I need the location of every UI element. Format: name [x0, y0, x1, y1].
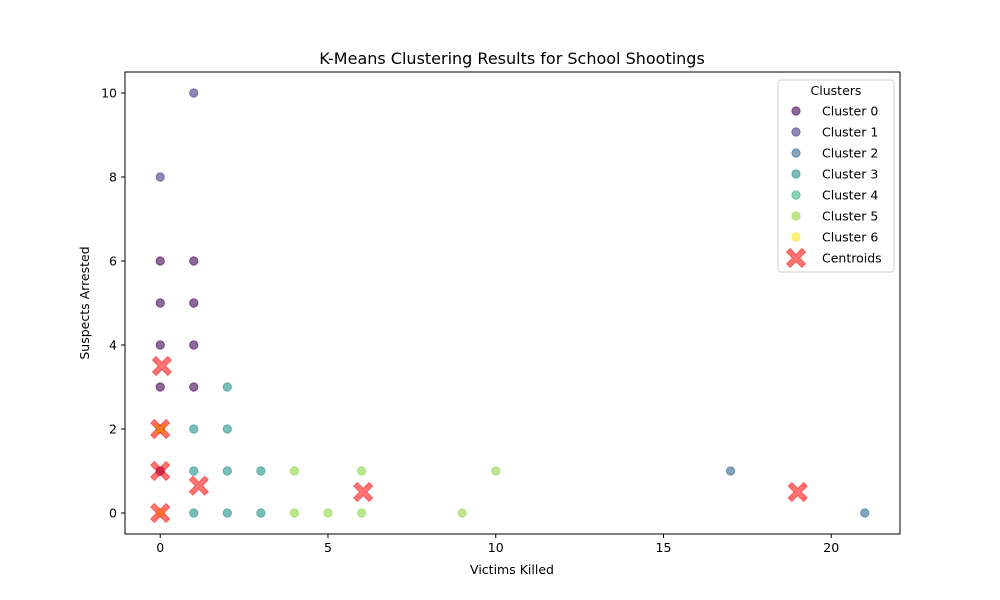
- data-point: [189, 424, 199, 434]
- centroid-marker: [352, 481, 374, 503]
- legend-marker: [791, 169, 801, 179]
- y-tick-label: 6: [109, 254, 117, 269]
- y-axis-label: Suspects Arrested: [77, 246, 92, 359]
- data-point: [222, 466, 232, 476]
- y-tick-label: 10: [101, 86, 117, 101]
- x-tick-label: 15: [656, 540, 672, 555]
- legend-title: Clusters: [811, 83, 862, 98]
- legend-label: Cluster 0: [822, 104, 878, 119]
- legend-marker: [791, 190, 801, 200]
- centroid-marker: [151, 355, 173, 377]
- y-tick-label: 0: [109, 506, 117, 521]
- data-point: [222, 424, 232, 434]
- y-tick-label: 4: [109, 338, 117, 353]
- data-point: [356, 508, 367, 518]
- data-point: [155, 298, 165, 308]
- legend-label: Centroids: [822, 251, 882, 266]
- legend-marker: [791, 127, 801, 137]
- centroid-marker: [150, 502, 171, 524]
- legend-label: Cluster 5: [822, 209, 878, 224]
- legend-marker: [791, 106, 801, 116]
- data-point: [155, 172, 165, 182]
- y-tick-label: 8: [109, 170, 117, 185]
- legend-label: Cluster 2: [822, 146, 878, 161]
- data-point: [189, 382, 199, 392]
- data-point: [189, 508, 199, 518]
- data-point: [256, 508, 266, 518]
- legend-marker: [791, 232, 801, 242]
- data-point: [725, 466, 736, 476]
- x-axis-label: Victims Killed: [470, 562, 554, 577]
- data-point: [155, 256, 165, 266]
- data-point: [189, 466, 199, 476]
- centroid-marker: [188, 475, 210, 496]
- centroid-markers: [150, 355, 808, 524]
- data-point: [189, 298, 199, 308]
- data-point: [189, 256, 199, 266]
- data-point: [155, 340, 165, 350]
- legend-marker: [791, 211, 801, 221]
- data-point: [491, 466, 501, 476]
- x-tick-label: 5: [324, 540, 332, 555]
- legend-label: Cluster 4: [822, 188, 878, 203]
- centroid-marker: [787, 481, 808, 503]
- data-point: [323, 508, 333, 518]
- legend: Clusters Cluster 0 Cluster 1 Cluster 2 Clust…: [777, 79, 895, 273]
- data-point: [155, 382, 165, 392]
- data-point: [222, 382, 232, 392]
- y-tick-label: 2: [109, 422, 117, 437]
- data-point: [256, 466, 266, 476]
- axes: 0 5 10 15 20 0 2 4 6 8 10: [101, 71, 901, 555]
- chart-title: K-Means Clustering Results for School Sh…: [319, 49, 705, 68]
- centroid-marker: [150, 460, 171, 482]
- legend-label: Cluster 1: [822, 125, 878, 140]
- data-point: [860, 508, 870, 518]
- data-point: [189, 340, 199, 350]
- data-point: [457, 508, 467, 518]
- data-point: [222, 508, 232, 518]
- x-tick-label: 10: [488, 540, 504, 555]
- data-point: [189, 88, 199, 98]
- data-point: [289, 508, 300, 518]
- legend-marker: [785, 247, 807, 269]
- x-tick-label: 20: [823, 540, 839, 555]
- data-points: [155, 88, 870, 518]
- legend-label: Cluster 6: [822, 230, 878, 245]
- plot-frame: [124, 71, 901, 535]
- data-point: [289, 466, 300, 476]
- legend-box: [777, 79, 895, 273]
- x-tick-label: 0: [156, 540, 164, 555]
- legend-label: Cluster 3: [822, 167, 878, 182]
- data-point: [356, 466, 367, 476]
- legend-marker: [791, 148, 801, 158]
- highlight-marker: [154, 423, 167, 435]
